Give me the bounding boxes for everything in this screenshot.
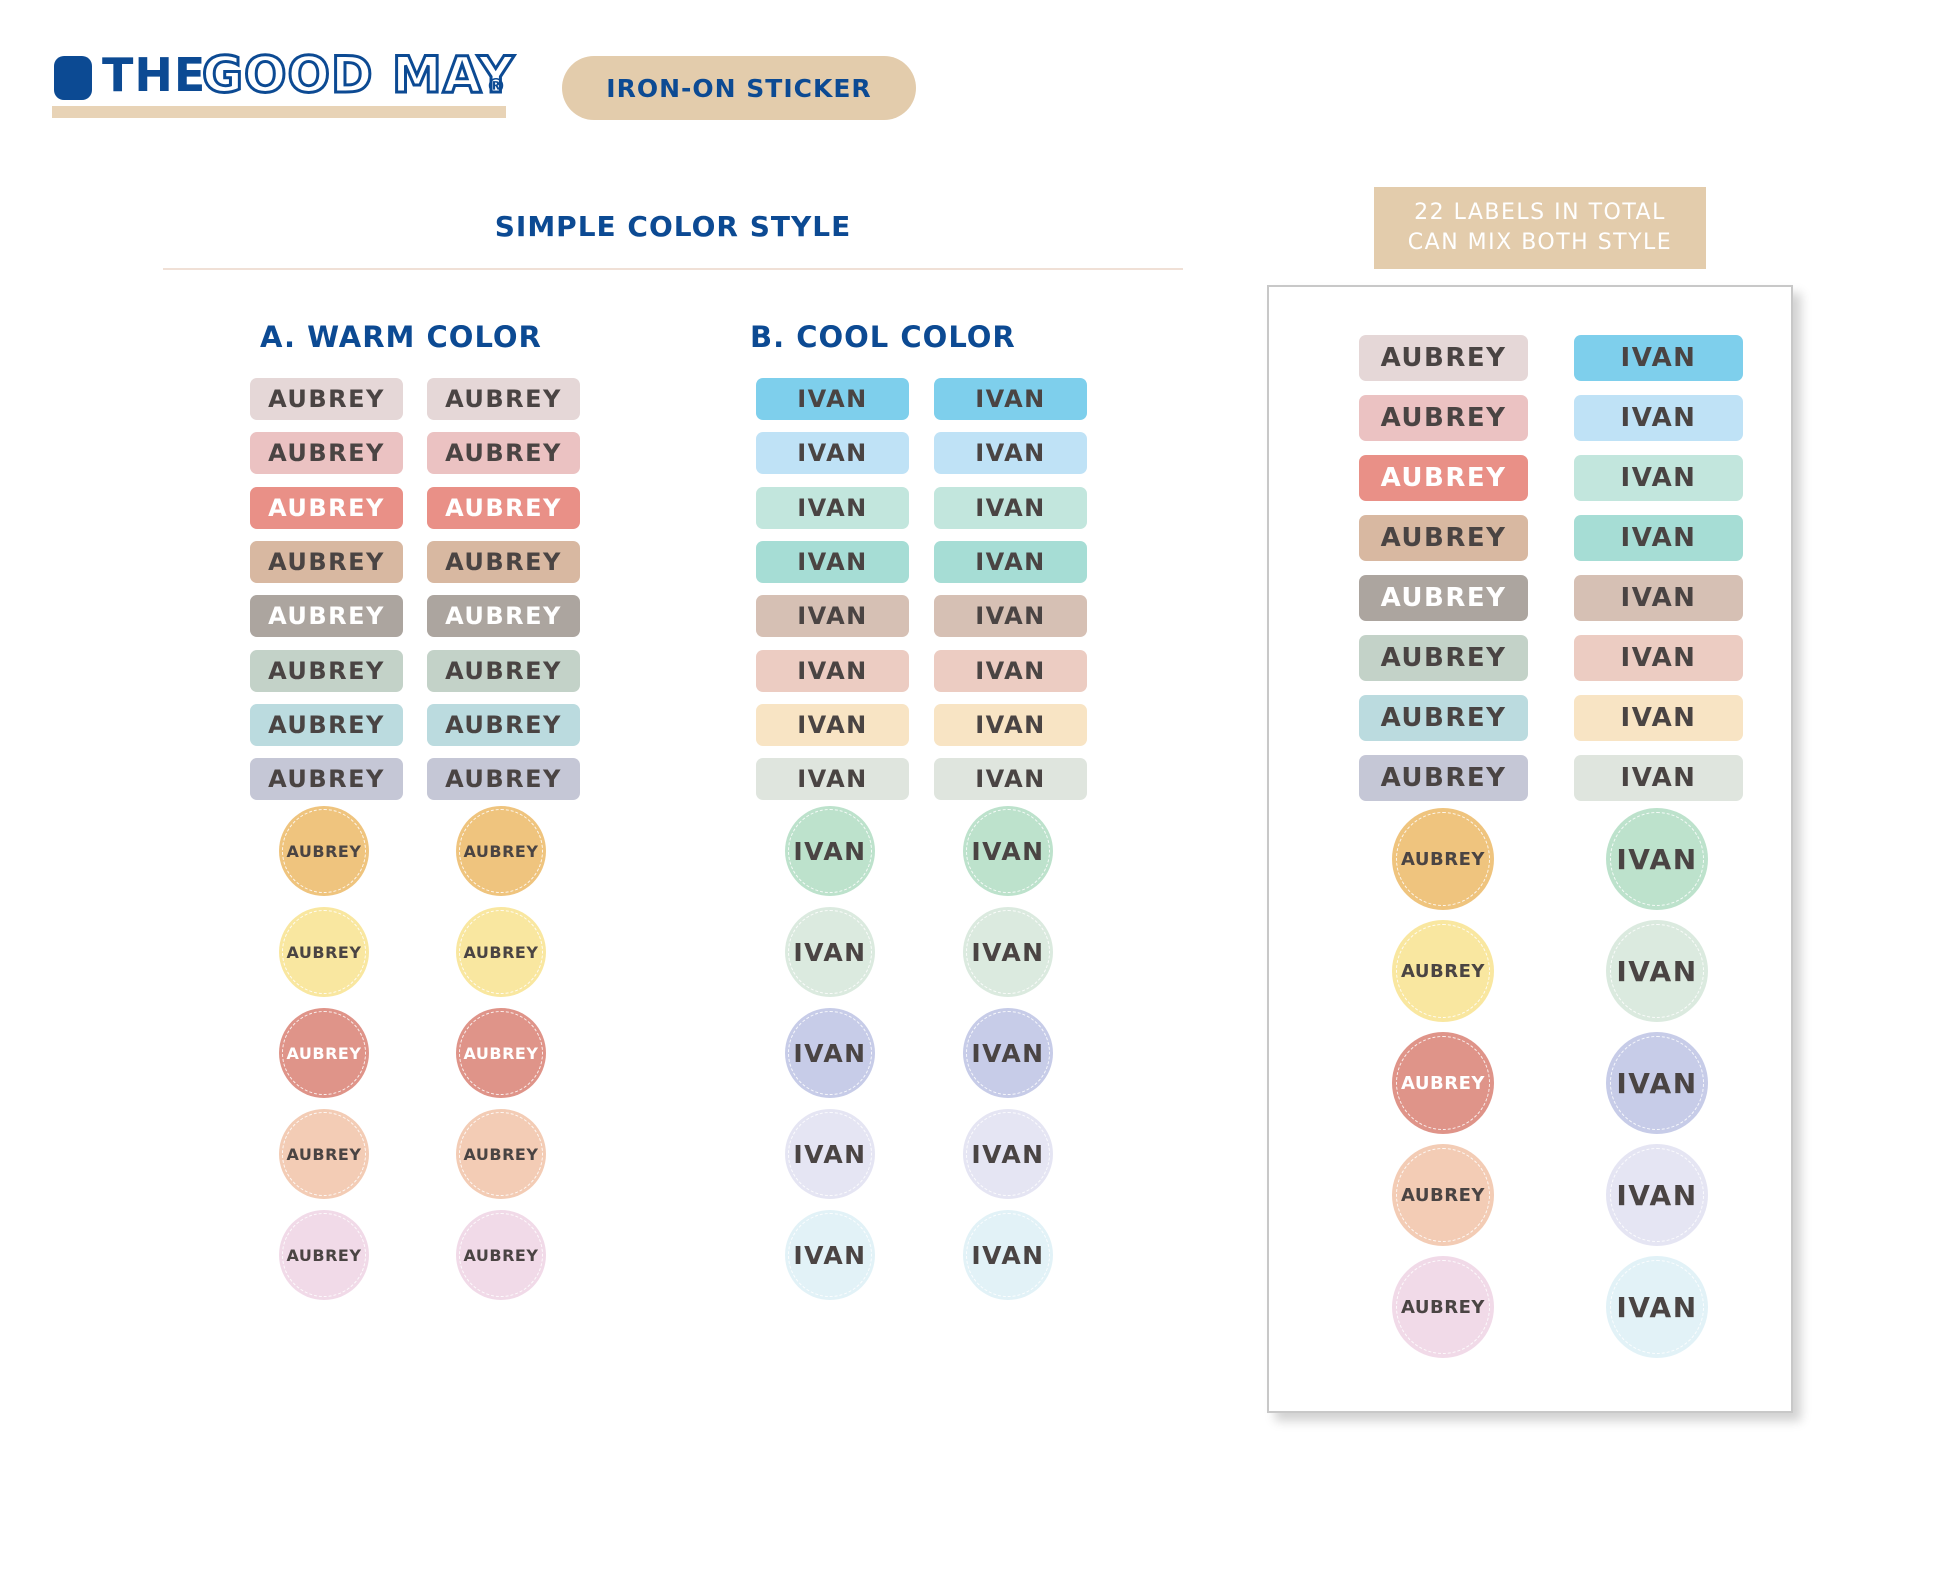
section-title: SIMPLE COLOR STYLE [494,210,852,243]
section-divider [163,268,1183,270]
panel-left-rect-label: AUBREY [1359,515,1528,561]
cool-circle-label: IVAN [963,907,1053,997]
cool-circle-label: IVAN [785,806,875,896]
panel-right-rect-label: IVAN [1574,695,1743,741]
panel-right-circle-label: IVAN [1606,1256,1708,1358]
cool-circle-label: IVAN [785,1109,875,1199]
panel-right-rect-label: IVAN [1574,335,1743,381]
cool-rect-label: IVAN [934,649,1087,692]
warm-circle-label: AUBREY [456,1109,546,1199]
warm-circle-label: AUBREY [456,806,546,896]
panel-right-circle-label: IVAN [1606,920,1708,1022]
panel-left-rect-label: AUBREY [1359,335,1528,381]
cool-rect-label: IVAN [756,758,909,801]
cool-circle-label: IVAN [963,1008,1053,1098]
warm-rect-label: AUBREY [250,540,403,583]
panel-left-rect-label: AUBREY [1359,575,1528,621]
panel-note-line-2: CAN MIX BOTH STYLE [1407,230,1673,255]
cool-rect-label: IVAN [934,540,1087,583]
warm-circle-label: AUBREY [456,1210,546,1300]
warm-circle-label: AUBREY [279,1008,369,1098]
panel-right-rect-label: IVAN [1574,575,1743,621]
cool-rect-label: IVAN [934,486,1087,529]
panel-left-circle-label: AUBREY [1392,1144,1494,1246]
logo-underline [52,106,506,118]
cool-rect-label: IVAN [756,540,909,583]
panel-right-circle-label: IVAN [1606,1144,1708,1246]
warm-circle-label: AUBREY [456,907,546,997]
panel-left-rect-label: AUBREY [1359,755,1528,801]
warm-color-title: A. WARM COLOR [260,320,542,354]
warm-rect-label: AUBREY [250,649,403,692]
panel-right-rect-label: IVAN [1574,515,1743,561]
cool-rect-label: IVAN [756,703,909,746]
panel-left-circle-label: AUBREY [1392,1032,1494,1134]
cool-rect-label: IVAN [756,432,909,475]
warm-rect-label: AUBREY [427,758,580,801]
warm-rect-label: AUBREY [427,649,580,692]
cool-rect-label: IVAN [934,758,1087,801]
cool-rect-label: IVAN [934,378,1087,420]
panel-left-circle-label: AUBREY [1392,808,1494,910]
logo-mark-icon [54,56,92,100]
panel-left-rect-label: AUBREY [1359,635,1528,681]
panel-note-line-1: 22 LABELS IN TOTAL [1414,200,1666,225]
panel-left-rect-label: AUBREY [1359,395,1528,441]
panel-right-rect-label: IVAN [1574,755,1743,801]
cool-circle-label: IVAN [963,1109,1053,1199]
warm-rect-label: AUBREY [250,486,403,529]
warm-rect-label: AUBREY [427,595,580,638]
warm-rect-label: AUBREY [427,703,580,746]
cool-color-title: B. COOL COLOR [750,320,1016,354]
cool-rect-label: IVAN [756,595,909,638]
warm-rect-label: AUBREY [427,486,580,529]
cool-rect-label: IVAN [756,486,909,529]
warm-rect-label: AUBREY [427,378,580,420]
warm-circle-label: AUBREY [279,806,369,896]
warm-rect-label: AUBREY [427,432,580,475]
cool-rect-label: IVAN [934,595,1087,638]
cool-rect-label: IVAN [756,378,909,420]
cool-circle-label: IVAN [963,806,1053,896]
panel-left-rect-label: AUBREY [1359,455,1528,501]
panel-right-rect-label: IVAN [1574,455,1743,501]
warm-rect-label: AUBREY [250,758,403,801]
panel-right-circle-label: IVAN [1606,1032,1708,1134]
cool-rect-label: IVAN [934,432,1087,475]
warm-rect-label: AUBREY [250,378,403,420]
logo-registered-mark: ® [486,74,506,98]
cool-rect-label: IVAN [934,703,1087,746]
warm-rect-label: AUBREY [250,432,403,475]
panel-note: 22 LABELS IN TOTAL CAN MIX BOTH STYLE [1374,187,1706,269]
warm-rect-label: AUBREY [427,540,580,583]
panel-left-circle-label: AUBREY [1392,920,1494,1022]
panel-right-rect-label: IVAN [1574,395,1743,441]
logo-text-good-may: GOOD MAY [201,45,516,106]
panel-left-rect-label: AUBREY [1359,695,1528,741]
warm-rect-label: AUBREY [250,703,403,746]
panel-right-rect-label: IVAN [1574,635,1743,681]
warm-circle-label: AUBREY [279,1210,369,1300]
panel-right-circle-label: IVAN [1606,808,1708,910]
cool-rect-label: IVAN [756,649,909,692]
logo-text-the: THE [102,48,207,102]
cool-circle-label: IVAN [785,1008,875,1098]
cool-circle-label: IVAN [785,1210,875,1300]
label-sheet-panel: AUBREY AUBREY AUBREY AUBREY AUBREY AUBREY AUBR… [1267,285,1793,1413]
warm-circle-label: AUBREY [279,1109,369,1199]
warm-rect-label: AUBREY [250,595,403,638]
product-badge: IRON-ON STICKER [562,56,916,120]
panel-left-circle-label: AUBREY [1392,1256,1494,1358]
warm-circle-label: AUBREY [456,1008,546,1098]
cool-circle-label: IVAN [785,907,875,997]
cool-circle-label: IVAN [963,1210,1053,1300]
warm-circle-label: AUBREY [279,907,369,997]
